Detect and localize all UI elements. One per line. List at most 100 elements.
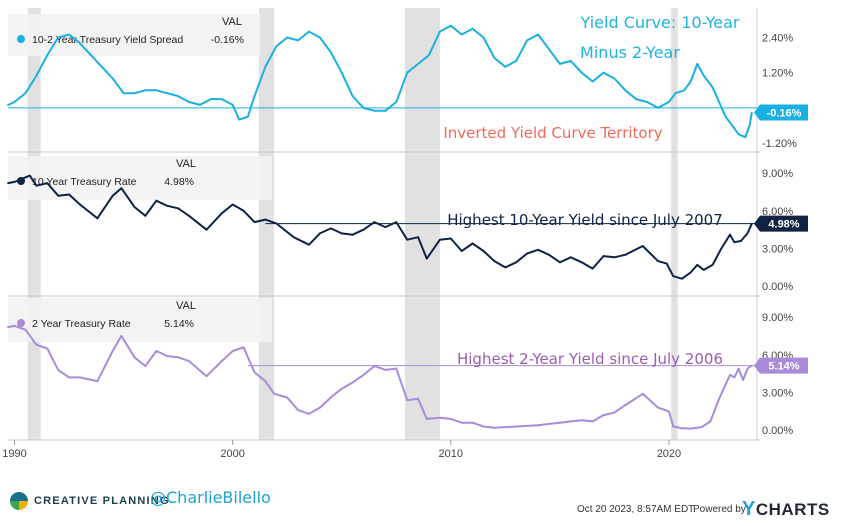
- series-line-ten_year: [7, 174, 753, 280]
- data-point: [613, 256, 616, 259]
- data-point: [297, 409, 300, 412]
- data-point: [57, 36, 60, 39]
- powered-by-label: Powered by: [693, 504, 746, 515]
- y-tick-label: 6.00%: [762, 206, 793, 218]
- data-point: [273, 392, 276, 395]
- data-point: [188, 360, 190, 362]
- data-point: [657, 106, 659, 109]
- data-point: [689, 80, 692, 83]
- data-point: [188, 214, 190, 217]
- data-point: [724, 115, 727, 118]
- data-point: [275, 222, 278, 225]
- data-point: [319, 232, 321, 235]
- data-point: [417, 397, 419, 400]
- data-point: [425, 257, 428, 260]
- data-point: [395, 101, 398, 103]
- ten-year-annotation: Highest 10-Year Yield since July 2007: [447, 211, 723, 229]
- data-point: [406, 399, 409, 401]
- legend-header: VAL: [176, 300, 196, 312]
- legend-series-label: 10-2 Year Treasury Yield Spread: [32, 34, 183, 46]
- title-annotation-line-2: Minus 2-Year: [580, 43, 680, 62]
- data-point: [471, 242, 474, 245]
- x-tick-label: 2000: [220, 448, 244, 460]
- data-point: [155, 89, 158, 92]
- data-point: [133, 356, 136, 359]
- data-point: [329, 51, 332, 54]
- y-tick-label: 2.40%: [762, 32, 793, 44]
- data-point: [395, 221, 398, 224]
- data-point: [120, 187, 123, 190]
- data-point: [308, 412, 310, 415]
- data-point: [79, 203, 81, 206]
- data-point: [79, 42, 81, 45]
- data-point: [340, 71, 343, 74]
- data-point: [329, 396, 332, 399]
- data-point: [449, 237, 452, 240]
- data-point: [482, 425, 485, 428]
- data-point: [709, 420, 712, 423]
- legend-header: VAL: [222, 16, 242, 28]
- data-point: [657, 260, 659, 262]
- ycharts-logo: YCHARTS: [742, 498, 830, 520]
- data-point: [100, 65, 103, 68]
- data-point: [613, 411, 616, 414]
- last-value-badge: 5.14%: [754, 357, 808, 374]
- data-point: [209, 98, 212, 100]
- data-point: [646, 101, 649, 103]
- data-point: [144, 214, 147, 217]
- data-point: [329, 227, 332, 230]
- data-point: [460, 250, 463, 252]
- legend-series-value: 5.14%: [164, 318, 194, 330]
- data-point: [24, 328, 27, 331]
- data-point: [155, 350, 158, 352]
- data-point: [297, 39, 300, 42]
- data-point: [253, 95, 256, 98]
- data-point: [406, 71, 409, 74]
- data-point: [155, 199, 158, 202]
- data-point: [166, 355, 169, 357]
- data-point: [351, 233, 354, 236]
- legend-header: VAL: [176, 158, 196, 170]
- data-point: [526, 39, 529, 42]
- last-value-badge: -0.16%: [754, 104, 808, 121]
- legend-series-label: 2 Year Treasury Rate: [32, 318, 131, 330]
- data-point: [406, 238, 409, 241]
- data-point: [166, 92, 169, 95]
- data-point: [449, 24, 452, 27]
- data-point: [362, 106, 365, 109]
- data-point: [28, 174, 31, 177]
- legend-background: [8, 156, 272, 200]
- data-point: [308, 30, 310, 33]
- data-point: [395, 367, 398, 370]
- data-point: [515, 425, 518, 428]
- data-point: [264, 218, 267, 221]
- data-point: [177, 207, 180, 210]
- data-point: [46, 347, 49, 350]
- y-tick-label: -1.20%: [762, 138, 797, 150]
- data-point: [231, 203, 234, 206]
- badge-shape: [754, 104, 808, 121]
- data-point: [526, 252, 529, 255]
- data-point: [665, 262, 668, 265]
- data-point: [702, 74, 705, 77]
- legend-series-label: 10 Year Treasury Rate: [32, 176, 137, 188]
- data-point: [460, 33, 463, 36]
- data-point: [672, 275, 675, 278]
- data-point: [373, 365, 376, 368]
- data-point: [711, 86, 714, 89]
- data-point: [460, 421, 463, 424]
- y-tick-label: 9.00%: [762, 312, 793, 324]
- brand-name: CREATIVE PLANNING: [34, 495, 170, 507]
- data-point: [286, 396, 289, 399]
- badge-text: 5.14%: [768, 361, 799, 373]
- data-point: [750, 222, 753, 225]
- data-point: [668, 410, 670, 413]
- data-point: [729, 374, 731, 376]
- timestamp: Oct 20 2023, 8:57AM EDT.: [577, 504, 696, 515]
- x-tick-label: 1990: [2, 448, 26, 460]
- data-point: [635, 98, 638, 100]
- data-point: [35, 343, 38, 346]
- data-point: [253, 221, 256, 224]
- data-point: [537, 248, 539, 251]
